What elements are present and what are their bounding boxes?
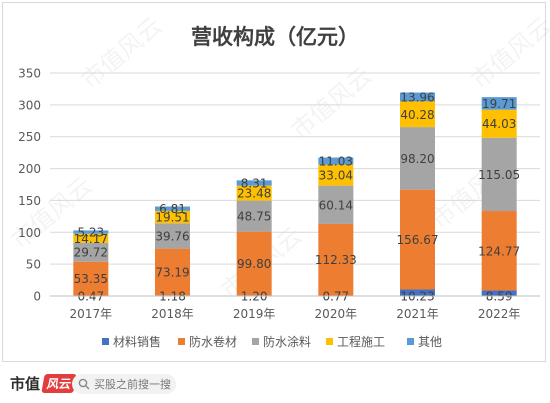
data-label: 5.23: [77, 226, 104, 240]
bar-segment: [155, 206, 190, 211]
data-label: 40.28: [400, 108, 434, 122]
bar-segment: [155, 248, 190, 296]
bar-segment: [236, 200, 272, 232]
y-tick-label: 300: [18, 98, 41, 112]
stacked-bar-chart: 市值风云市值风云市值风云市值风云市值风云市值风云 营收构成（亿元） 050100…: [6, 11, 550, 349]
footer-bar: 市值 风云 买股之前搜一搜: [0, 364, 550, 403]
x-tick-label: 2017年: [70, 307, 113, 321]
bar-segment: [236, 231, 272, 296]
bar-segment: [155, 210, 190, 224]
bar-segment: [236, 180, 272, 186]
data-label: 112.33: [315, 253, 357, 267]
data-label: 14.17: [74, 232, 108, 246]
legend: 材料销售 防水卷材 防水涂料 工程施工 其他: [102, 334, 442, 349]
data-label: 115.05: [478, 168, 520, 182]
data-label: 33.04: [319, 169, 353, 183]
data-labels: 0.4753.3529.7214.175.231.1873.1939.7619.…: [74, 90, 521, 303]
bars: [73, 92, 517, 296]
data-label: 98.20: [400, 152, 434, 166]
bar-segment: [400, 289, 435, 296]
data-label: 60.14: [319, 198, 353, 212]
data-label: 13.96: [400, 90, 434, 104]
x-tick-label: 2020年: [315, 307, 358, 321]
bar-segment: [73, 242, 109, 262]
x-tick-label: 2021年: [396, 307, 439, 321]
chart-border: [2, 2, 546, 362]
legend-swatch: [252, 338, 259, 345]
data-label: 8.31: [241, 176, 268, 190]
bar-segment: [481, 97, 517, 110]
y-tick-label: 50: [26, 258, 41, 272]
bar-segment: [73, 230, 109, 234]
data-label: 73.19: [155, 265, 189, 279]
data-label: 11.03: [319, 155, 353, 169]
brand-name: 市值: [10, 375, 41, 393]
legend-label: 工程施工: [337, 334, 385, 349]
data-label: 29.72: [74, 246, 108, 260]
bar-segment: [155, 223, 190, 249]
y-tick-label: 350: [18, 67, 41, 81]
legend-swatch: [178, 338, 185, 345]
search-box[interactable]: 买股之前搜一搜: [72, 374, 176, 394]
legend-label: 防水卷材: [189, 334, 237, 349]
bar-segment: [481, 109, 517, 138]
bar-segment: [236, 185, 272, 201]
data-label: 99.80: [237, 257, 271, 271]
bar-segment: [481, 290, 517, 296]
y-axis: 0 50 100 150 200 250 300 350: [18, 67, 41, 304]
bar-segment: [73, 261, 109, 296]
data-label: 23.48: [237, 187, 271, 201]
bar-segment: [481, 137, 517, 212]
chart-title: 营收构成（亿元）: [191, 25, 359, 49]
bar-segment: [400, 189, 435, 290]
bar-segment: [318, 157, 354, 165]
data-label: 19.51: [155, 211, 189, 225]
bar-segment: [400, 127, 435, 190]
bar-segment: [481, 211, 517, 291]
bar-segment: [318, 164, 354, 186]
bar-segment: [400, 92, 435, 102]
data-label: 44.03: [482, 117, 516, 131]
x-tick-label: 2018年: [151, 307, 194, 321]
legend-swatch: [326, 338, 333, 345]
data-label: 39.76: [155, 229, 189, 243]
legend-swatch: [407, 338, 414, 345]
data-label: 19.71: [482, 97, 516, 111]
search-placeholder: 买股之前搜一搜: [94, 378, 171, 391]
search-icon: [78, 378, 90, 390]
y-tick-label: 200: [18, 162, 41, 176]
x-tick-label: 2022年: [478, 307, 521, 321]
data-label: 156.67: [397, 233, 439, 247]
legend-swatch: [102, 338, 109, 345]
data-label: 48.75: [237, 210, 271, 224]
x-tick-label: 2019年: [233, 307, 276, 321]
data-label: 53.35: [74, 272, 108, 286]
x-axis: 2017年 2018年 2019年 2020年 2021年 2022年: [50, 295, 540, 321]
legend-label: 材料销售: [113, 334, 161, 349]
data-label: 6.81: [159, 202, 186, 216]
y-tick-label: 250: [18, 130, 41, 144]
legend-label: 防水涂料: [263, 334, 311, 349]
bar-segment: [73, 233, 109, 243]
bar-segment: [318, 185, 354, 224]
data-label: 124.77: [478, 244, 520, 258]
legend-label: 其他: [418, 335, 442, 349]
y-tick-label: 0: [33, 290, 41, 304]
brand-logo: 市值 风云: [10, 373, 77, 394]
bar-segment: [318, 223, 354, 296]
bar-segment: [400, 101, 435, 128]
y-tick-label: 100: [18, 226, 41, 240]
y-tick-label: 150: [18, 194, 41, 208]
